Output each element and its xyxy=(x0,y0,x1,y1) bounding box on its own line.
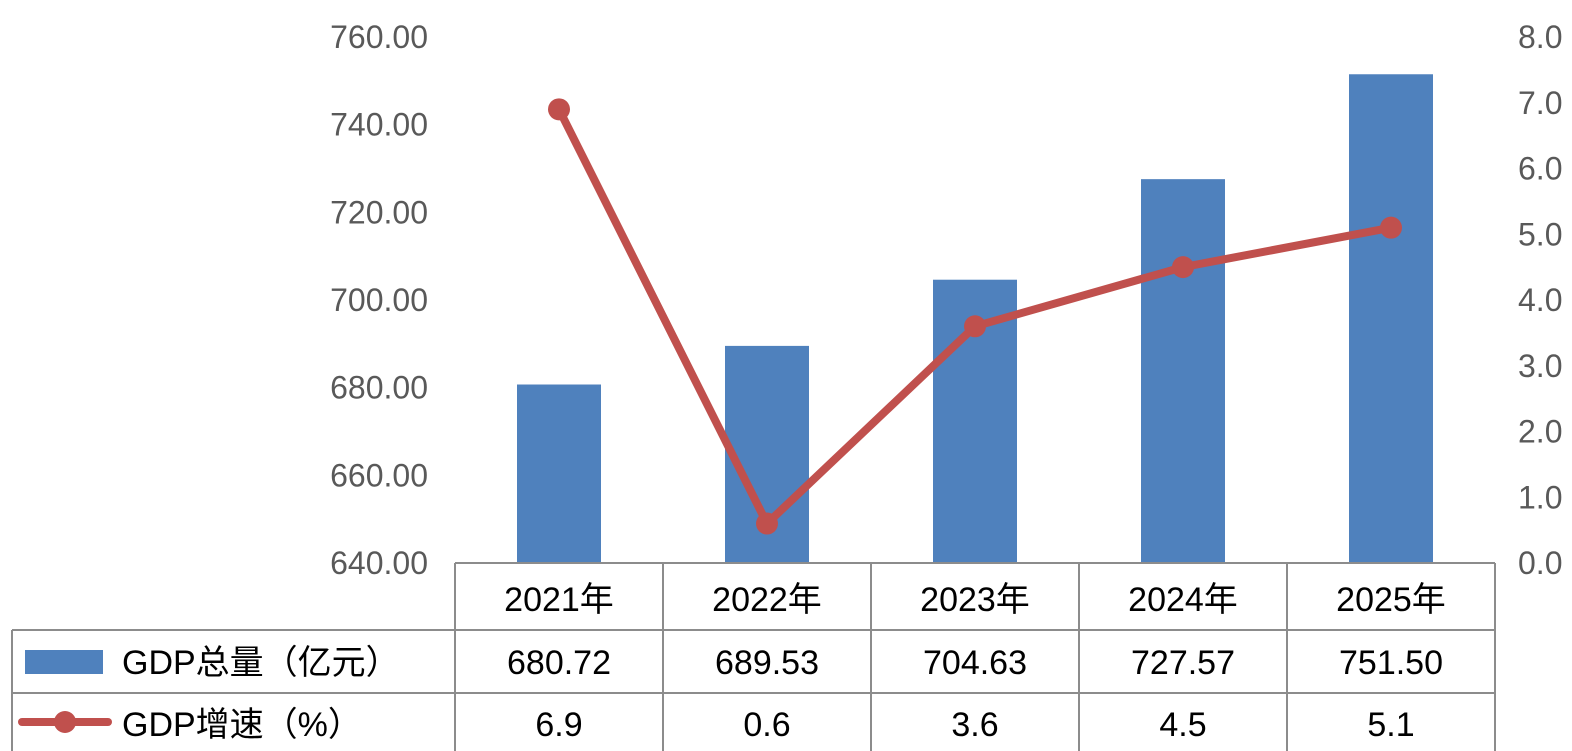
table-value-gdp-growth: 3.6 xyxy=(951,706,998,744)
table-value-gdp-total: 751.50 xyxy=(1339,644,1443,682)
table-value-gdp-total: 680.72 xyxy=(507,644,611,682)
line-series-gdp-growth xyxy=(548,98,1402,535)
legend-line-marker xyxy=(54,711,76,733)
table-value-gdp-growth: 5.1 xyxy=(1367,706,1414,744)
point-gdp-growth xyxy=(964,315,986,338)
table-value-gdp-growth: 4.5 xyxy=(1159,706,1206,744)
left-axis-tick-label: 760.00 xyxy=(330,19,428,55)
point-gdp-growth xyxy=(756,512,778,535)
right-axis-tick-label: 5.0 xyxy=(1518,216,1562,252)
category-label: 2025年 xyxy=(1336,581,1446,619)
right-axis-tick-label: 3.0 xyxy=(1518,348,1562,384)
left-axis-tick-label: 660.00 xyxy=(330,457,428,493)
right-axis-tick-label: 0.0 xyxy=(1518,545,1562,581)
left-axis-tick-label: 680.00 xyxy=(330,370,428,406)
left-axis-tick-label: 720.00 xyxy=(330,194,428,230)
data-table: 2021年 2022年 2023年 2024年 2025年 GDP总量（亿元） 680.72… xyxy=(11,562,1496,751)
category-label: 2022年 xyxy=(712,581,822,619)
bar-gdp-total xyxy=(1349,74,1433,563)
table-value-gdp-growth: 6.9 xyxy=(535,706,582,744)
right-axis: 0.0 1.0 2.0 3.0 4.0 5.0 6.0 7.0 8.0 xyxy=(1518,19,1562,581)
point-gdp-growth xyxy=(1380,216,1402,239)
bar-gdp-total xyxy=(517,384,601,563)
right-axis-tick-label: 7.0 xyxy=(1518,85,1562,121)
table-value-gdp-growth: 0.6 xyxy=(743,706,790,744)
legend-bar-swatch xyxy=(25,650,103,674)
right-axis-tick-label: 1.0 xyxy=(1518,479,1562,515)
category-label: 2021年 xyxy=(504,581,614,619)
right-axis-tick-label: 4.0 xyxy=(1518,282,1562,318)
bar-gdp-total xyxy=(1141,179,1225,564)
left-axis-tick-label: 640.00 xyxy=(330,545,428,581)
right-axis-tick-label: 6.0 xyxy=(1518,151,1562,187)
left-axis: 640.00 660.00 680.00 700.00 720.00 740.00 760.… xyxy=(330,19,428,581)
category-label: 2024年 xyxy=(1128,581,1238,619)
point-gdp-growth xyxy=(1172,256,1194,279)
left-axis-tick-label: 700.00 xyxy=(330,282,428,318)
table-value-gdp-total: 704.63 xyxy=(923,644,1027,682)
legend-label-gdp-growth: GDP增速（%） xyxy=(122,706,362,744)
table-value-gdp-total: 689.53 xyxy=(715,644,819,682)
table-value-gdp-total: 727.57 xyxy=(1131,644,1235,682)
category-label: 2023年 xyxy=(920,581,1030,619)
right-axis-tick-label: 8.0 xyxy=(1518,19,1562,55)
right-axis-tick-label: 2.0 xyxy=(1518,414,1562,450)
legend-label-gdp-total: GDP总量（亿元） xyxy=(122,644,400,682)
left-axis-tick-label: 740.00 xyxy=(330,107,428,143)
point-gdp-growth xyxy=(548,98,570,121)
bar-series-gdp-total xyxy=(517,74,1433,564)
